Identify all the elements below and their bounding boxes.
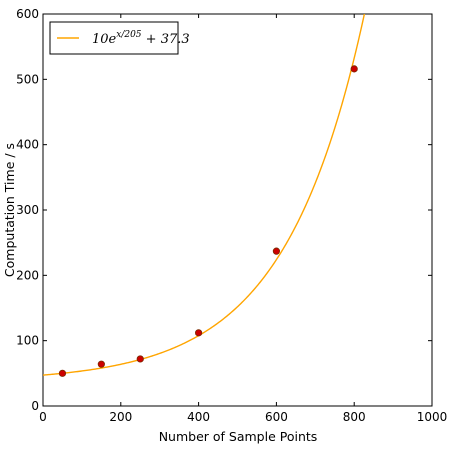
data-point bbox=[136, 355, 144, 363]
y-tick-label: 200 bbox=[16, 268, 39, 282]
y-tick-label: 300 bbox=[16, 203, 39, 217]
y-tick-label: 100 bbox=[16, 334, 39, 348]
data-point bbox=[350, 65, 358, 73]
data-point bbox=[58, 369, 67, 377]
data-point bbox=[97, 360, 105, 368]
x-tick-label: 0 bbox=[39, 410, 47, 424]
fit-curve bbox=[43, 14, 366, 376]
x-tick-label: 400 bbox=[187, 410, 210, 424]
x-tick-label: 1000 bbox=[417, 410, 448, 424]
data-point bbox=[195, 329, 203, 337]
y-tick-label: 0 bbox=[31, 399, 39, 413]
x-axis-title: Number of Sample Points bbox=[159, 429, 318, 444]
legend-label-base: 10e bbox=[92, 32, 117, 47]
y-tick-label: 500 bbox=[16, 72, 39, 86]
y-tick-label: 400 bbox=[16, 138, 39, 152]
legend: 10ex/205 + 37.3 bbox=[49, 21, 190, 55]
fit-curve-layer bbox=[43, 14, 366, 376]
data-point bbox=[272, 247, 280, 255]
x-tick-label: 200 bbox=[109, 410, 132, 424]
legend-label-exponent: x/205 bbox=[116, 30, 142, 40]
x-tick-label: 800 bbox=[343, 410, 366, 424]
ticks-layer: 0 200 400 600 800 1000 0 100 200 300 400 500 600 bbox=[16, 7, 447, 424]
legend-label: 10ex/205 + 37.3 bbox=[92, 30, 190, 47]
legend-label-constant: + 37.3 bbox=[142, 32, 190, 47]
plot-frame bbox=[42, 13, 433, 407]
plot-area bbox=[42, 13, 433, 407]
data-points-layer bbox=[58, 65, 358, 377]
y-tick-label: 600 bbox=[16, 7, 39, 21]
x-tick-label: 600 bbox=[265, 410, 288, 424]
y-axis-title: Computation Time / s bbox=[2, 143, 17, 277]
